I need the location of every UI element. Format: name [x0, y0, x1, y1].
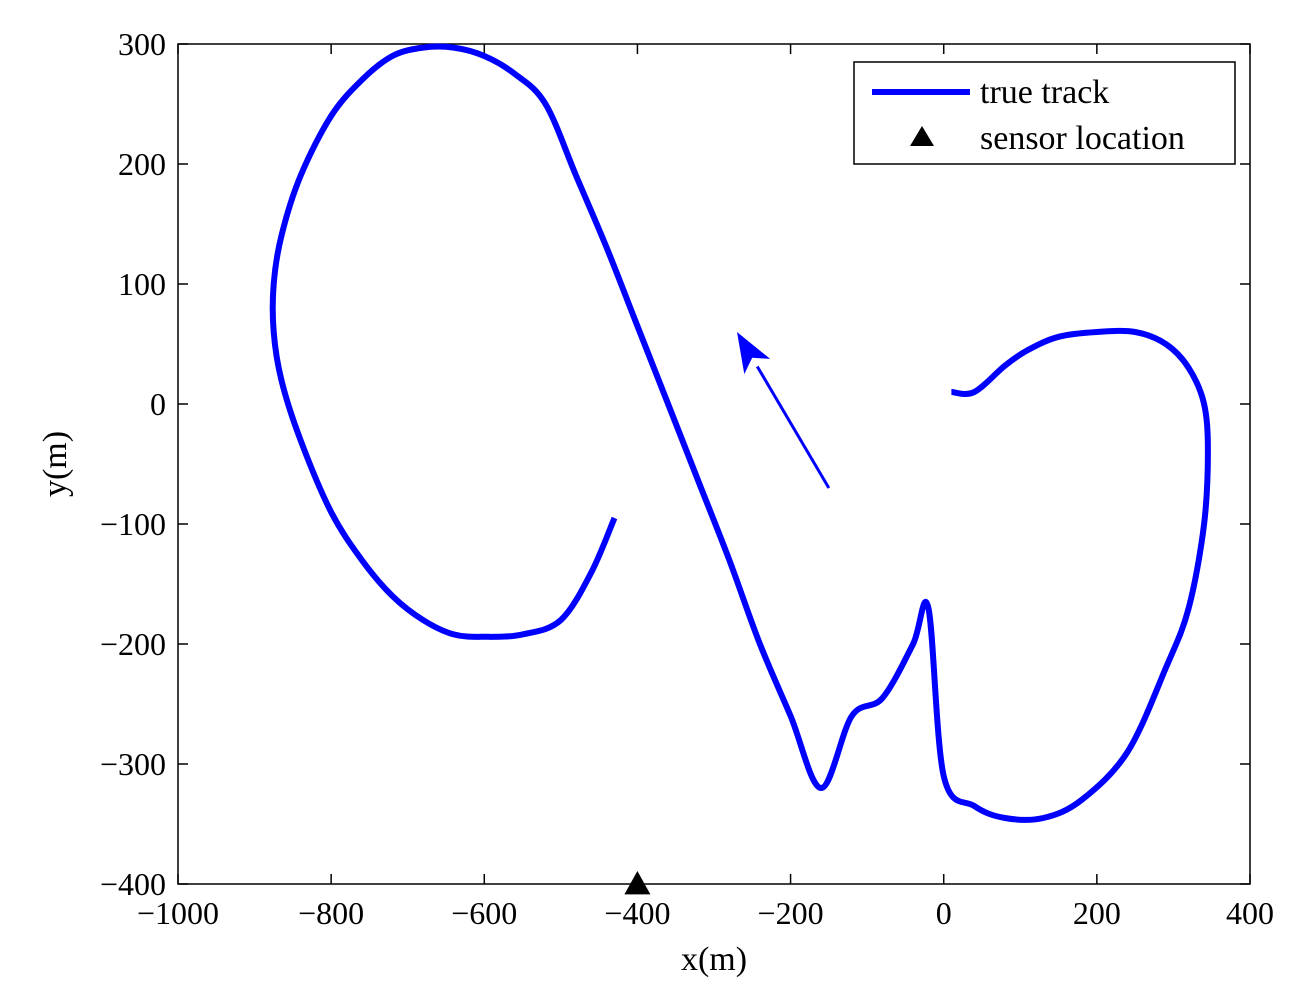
legend-triangle-swatch: [910, 126, 934, 146]
y-tick-label: −300: [100, 746, 166, 782]
plot-area: [177, 43, 1251, 885]
direction-arrow-shaft: [755, 365, 831, 489]
sensor-location-marker: [624, 871, 651, 895]
x-axis-label: x(m): [681, 941, 747, 978]
series-line-true-track: [269, 43, 1211, 823]
direction-arrow-head: [737, 332, 771, 375]
y-tick-label: −100: [100, 506, 166, 542]
ticks-layer: −1000 −800 −600 −400 −200 0 200 400−400−300−200…: [100, 26, 1274, 931]
legend-label-true-track: true track: [980, 74, 1109, 111]
legend: true track sensor location: [853, 61, 1236, 165]
x-tick-label: 400: [1226, 895, 1274, 931]
y-tick-label: −400: [100, 866, 166, 902]
x-tick-label: 0: [936, 895, 952, 931]
y-tick-label: −200: [100, 626, 166, 662]
y-axis-label: y(m): [37, 431, 74, 497]
y-tick-label: 200: [118, 146, 166, 182]
y-tick-label: 0: [150, 386, 166, 422]
legend-label-sensor-location: sensor location: [980, 120, 1185, 157]
data-layer: [269, 43, 1211, 895]
x-tick-label: −1000: [137, 895, 219, 931]
x-tick-label: −400: [604, 895, 670, 931]
x-tick-label: −200: [758, 895, 824, 931]
x-tick-label: −600: [451, 895, 517, 931]
x-tick-label: −800: [298, 895, 364, 931]
legend-box: [853, 61, 1236, 165]
y-tick-label: 100: [118, 266, 166, 302]
y-tick-label: 300: [118, 26, 166, 62]
x-tick-label: 200: [1073, 895, 1121, 931]
